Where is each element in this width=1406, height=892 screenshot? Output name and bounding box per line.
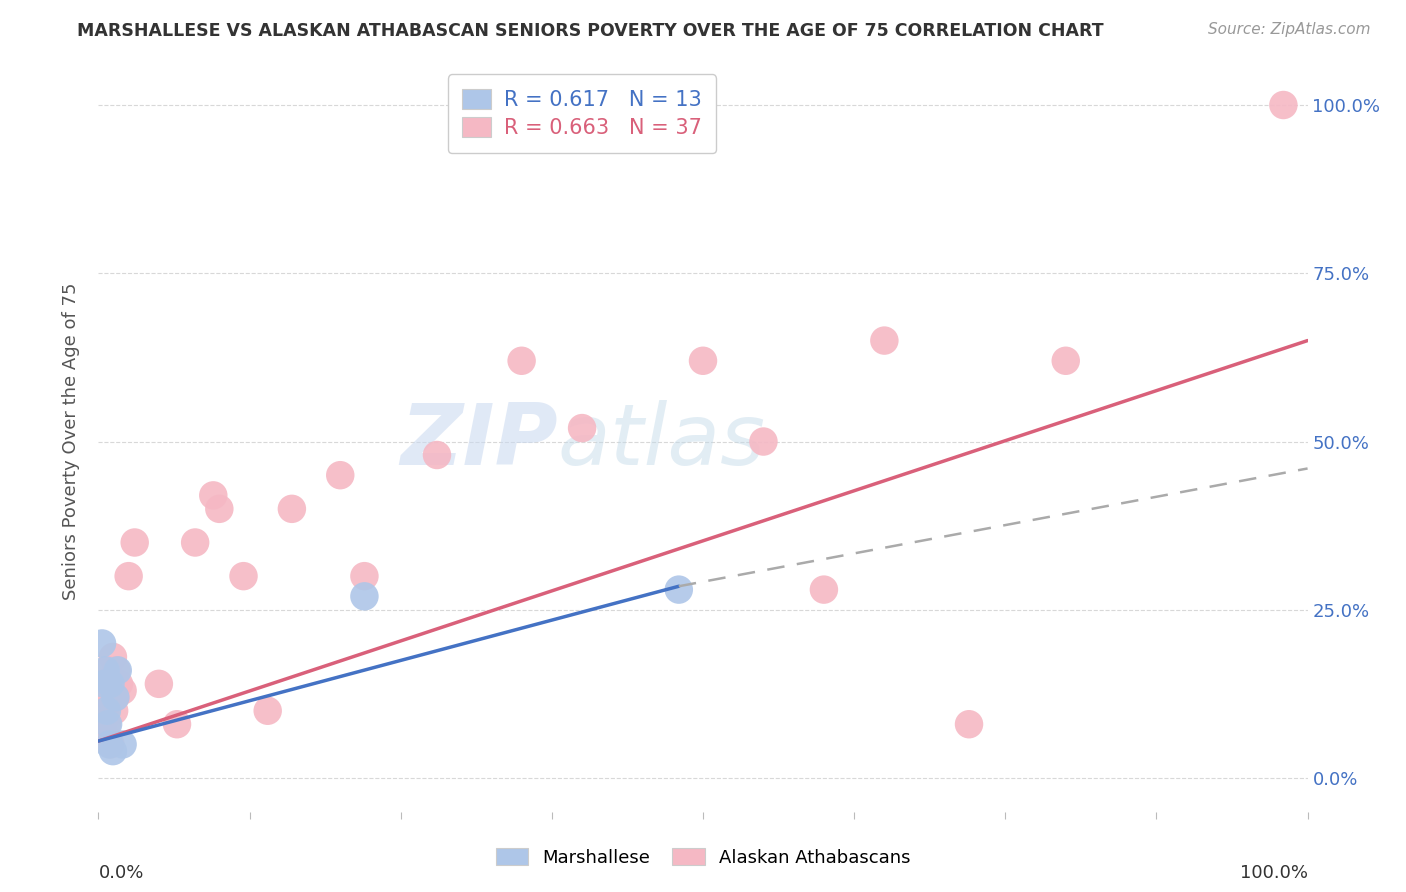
Text: ZIP: ZIP	[401, 400, 558, 483]
Point	[166, 717, 188, 731]
Point	[97, 664, 120, 678]
Point	[101, 649, 124, 664]
Point	[111, 683, 134, 698]
Point	[93, 704, 115, 718]
Point	[94, 677, 117, 691]
Point	[98, 738, 121, 752]
Point	[232, 569, 254, 583]
Point	[91, 677, 114, 691]
Point	[98, 690, 121, 705]
Point	[97, 717, 120, 731]
Text: MARSHALLESE VS ALASKAN ATHABASCAN SENIORS POVERTY OVER THE AGE OF 75 CORRELATION: MARSHALLESE VS ALASKAN ATHABASCAN SENIOR…	[77, 22, 1104, 40]
Point	[668, 582, 690, 597]
Point	[101, 744, 124, 758]
Point	[91, 723, 114, 738]
Text: atlas: atlas	[558, 400, 766, 483]
Point	[108, 677, 131, 691]
Point	[111, 738, 134, 752]
Point	[353, 590, 375, 604]
Point	[96, 717, 118, 731]
Point	[107, 664, 129, 678]
Point	[957, 717, 980, 731]
Point	[202, 488, 225, 502]
Point	[1054, 353, 1077, 368]
Point	[93, 677, 115, 691]
Point	[91, 636, 114, 650]
Y-axis label: Seniors Poverty Over the Age of 75: Seniors Poverty Over the Age of 75	[62, 283, 80, 600]
Point	[353, 569, 375, 583]
Point	[124, 535, 146, 549]
Point	[148, 677, 170, 691]
Text: 0.0%: 0.0%	[98, 863, 143, 881]
Point	[510, 353, 533, 368]
Point	[184, 535, 207, 549]
Point	[94, 664, 117, 678]
Point	[104, 690, 127, 705]
Point	[104, 690, 127, 705]
Point	[873, 334, 896, 348]
Point	[208, 501, 231, 516]
Point	[426, 448, 449, 462]
Text: Source: ZipAtlas.com: Source: ZipAtlas.com	[1208, 22, 1371, 37]
Point	[813, 582, 835, 597]
Point	[692, 353, 714, 368]
Point	[100, 738, 122, 752]
Point	[103, 704, 125, 718]
Point	[1272, 98, 1295, 112]
Point	[752, 434, 775, 449]
Point	[256, 704, 278, 718]
Point	[96, 704, 118, 718]
Point	[100, 677, 122, 691]
Point	[329, 468, 352, 483]
Text: 100.0%: 100.0%	[1240, 863, 1308, 881]
Point	[100, 677, 122, 691]
Point	[281, 501, 304, 516]
Point	[571, 421, 593, 435]
Point	[118, 569, 141, 583]
Legend: Marshallese, Alaskan Athabascans: Marshallese, Alaskan Athabascans	[488, 841, 918, 874]
Legend: R = 0.617   N = 13, R = 0.663   N = 37: R = 0.617 N = 13, R = 0.663 N = 37	[447, 74, 717, 153]
Point	[105, 664, 128, 678]
